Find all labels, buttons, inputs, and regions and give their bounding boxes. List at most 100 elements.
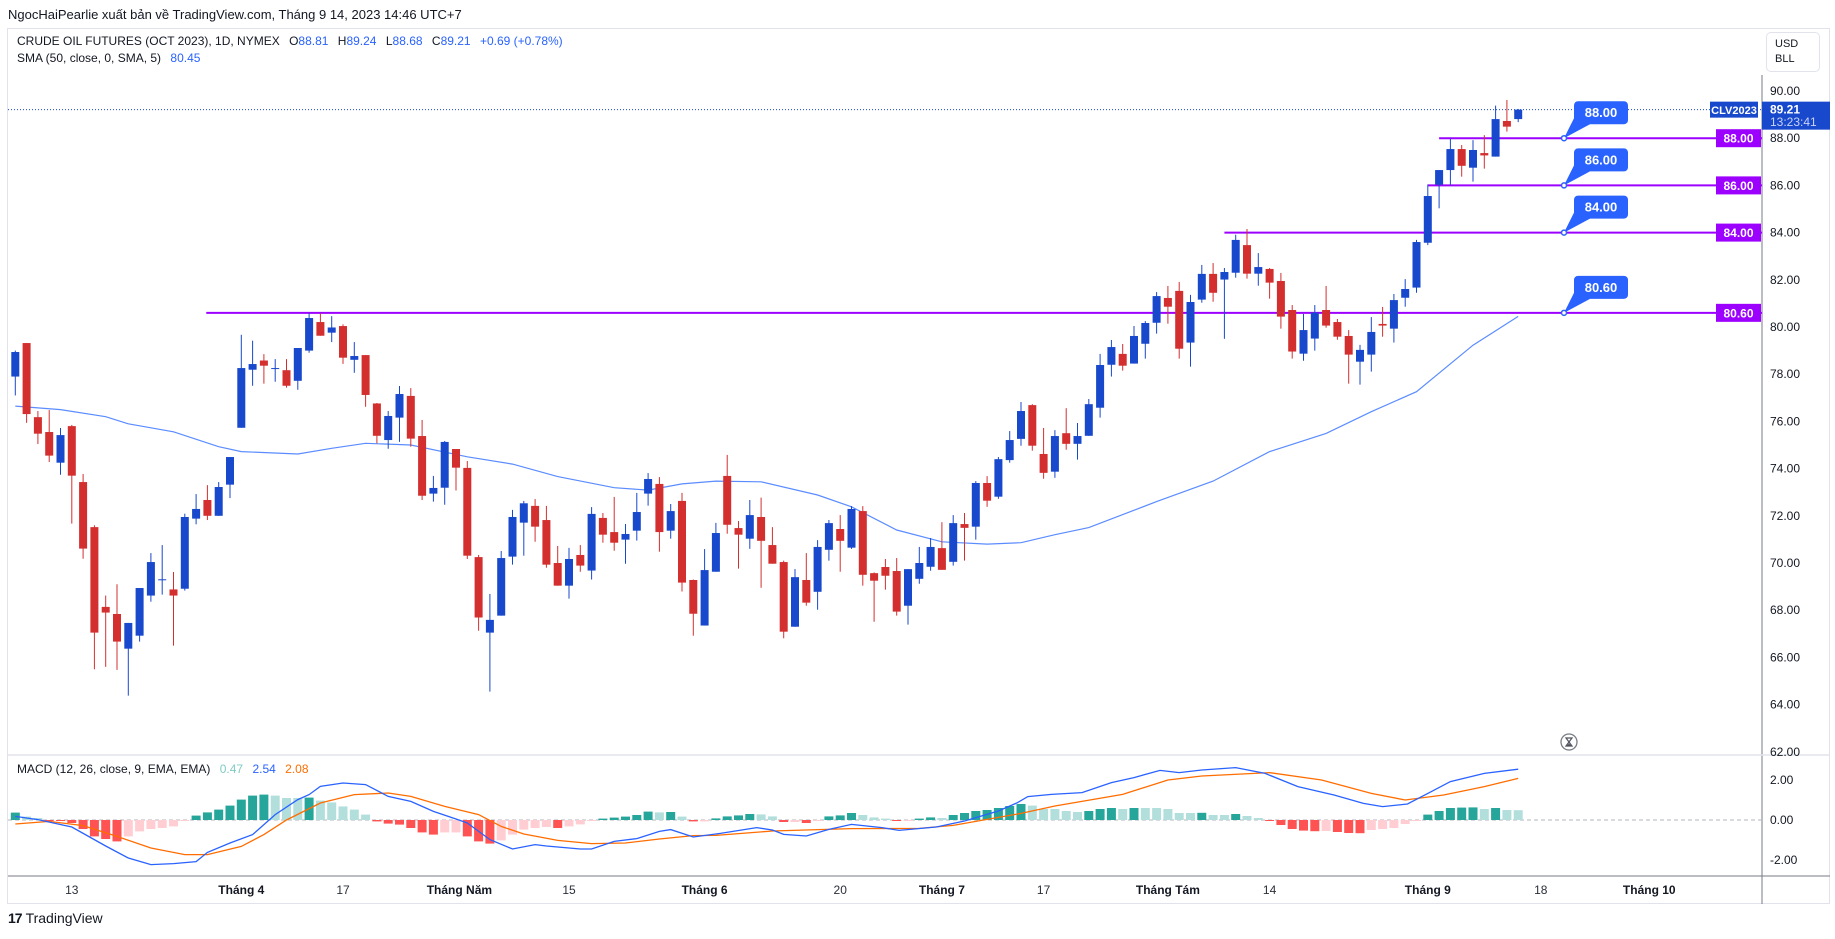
candle-down[interactable]: [960, 512, 969, 561]
candle-up[interactable]: [1141, 321, 1150, 359]
candle-down[interactable]: [892, 558, 901, 616]
candle-down[interactable]: [983, 476, 992, 507]
candle-down[interactable]: [1163, 285, 1172, 324]
candle-down[interactable]: [101, 595, 110, 667]
candle-down[interactable]: [531, 499, 540, 542]
price-callout[interactable]: 80.60: [1560, 275, 1629, 317]
candle-down[interactable]: [836, 515, 845, 572]
candle-up[interactable]: [226, 457, 234, 499]
candle-down[interactable]: [655, 477, 664, 552]
candle-down[interactable]: [90, 525, 99, 670]
candle-down[interactable]: [1480, 135, 1489, 169]
candle-down[interactable]: [858, 506, 867, 586]
candle-up[interactable]: [847, 506, 856, 549]
candle-up[interactable]: [1084, 398, 1093, 436]
candle-down[interactable]: [67, 424, 76, 524]
candle-up[interactable]: [1412, 239, 1421, 293]
candle-up[interactable]: [11, 350, 20, 396]
candle-up[interactable]: [497, 550, 506, 616]
candle-down[interactable]: [678, 492, 686, 592]
symbol-title[interactable]: CRUDE OIL FUTURES (OCT 2023), 1D, NYMEX: [17, 34, 280, 48]
candle-up[interactable]: [214, 482, 223, 516]
symbol-legend[interactable]: CRUDE OIL FUTURES (OCT 2023), 1D, NYMEX …: [17, 34, 563, 48]
candle-up[interactable]: [1367, 317, 1376, 372]
candle-down[interactable]: [361, 355, 370, 407]
candle-up[interactable]: [1469, 140, 1477, 182]
candle-up[interactable]: [350, 342, 359, 373]
candle-down[interactable]: [779, 560, 788, 639]
candle-down[interactable]: [1175, 281, 1184, 359]
candle-up[interactable]: [971, 481, 980, 540]
candle-down[interactable]: [1039, 428, 1048, 479]
candle-up[interactable]: [587, 507, 596, 580]
candle-up[interactable]: [745, 499, 754, 549]
candle-down[interactable]: [372, 402, 381, 444]
candle-up[interactable]: [1446, 138, 1455, 185]
callout-anchor-dot[interactable]: [1560, 309, 1568, 317]
candle-up[interactable]: [1356, 344, 1364, 385]
candle-down[interactable]: [689, 579, 698, 636]
candle-up[interactable]: [1005, 431, 1014, 463]
price-callout[interactable]: 86.00: [1560, 148, 1629, 189]
candle-up[interactable]: [565, 547, 573, 599]
candle-up[interactable]: [192, 494, 201, 525]
candle-down[interactable]: [1276, 272, 1285, 329]
candle-up[interactable]: [271, 359, 280, 382]
candle-up[interactable]: [248, 340, 257, 386]
candle-down[interactable]: [1062, 408, 1071, 450]
candle-up[interactable]: [1050, 430, 1059, 478]
sma-legend[interactable]: SMA (50, close, 0, SMA, 5) 80.45: [17, 51, 200, 65]
candle-up[interactable]: [1401, 279, 1410, 307]
candle-up[interactable]: [1107, 339, 1116, 377]
macd-label[interactable]: MACD (12, 26, close, 9, EMA, EMA): [17, 762, 211, 776]
candle-up[interactable]: [632, 492, 641, 541]
candle-down[interactable]: [452, 449, 460, 491]
candle-up[interactable]: [293, 348, 302, 390]
candle-down[interactable]: [937, 522, 946, 570]
candle-up[interactable]: [1186, 294, 1195, 367]
candle-down[interactable]: [418, 419, 427, 500]
candle-up[interactable]: [1231, 234, 1240, 278]
candle-down[interactable]: [1344, 330, 1353, 384]
candle-up[interactable]: [485, 593, 494, 692]
sma-label[interactable]: SMA (50, close, 0, SMA, 5): [17, 51, 162, 65]
macd-pane[interactable]: [10, 766, 1523, 866]
candle-up[interactable]: [994, 457, 1003, 499]
candle-down[interactable]: [1378, 306, 1387, 337]
callout-anchor-dot[interactable]: [1560, 229, 1568, 236]
candle-down[interactable]: [169, 571, 178, 646]
candle-down[interactable]: [203, 485, 212, 521]
candle-up[interactable]: [621, 524, 630, 564]
candle-up[interactable]: [1152, 292, 1161, 334]
candle-up[interactable]: [1220, 268, 1229, 339]
candle-down[interactable]: [339, 324, 347, 364]
price-callout[interactable]: 84.00: [1560, 195, 1629, 236]
candle-down[interactable]: [576, 545, 585, 572]
candle-up[interactable]: [508, 509, 517, 565]
candle-down[interactable]: [1333, 318, 1342, 340]
candle-down[interactable]: [1028, 404, 1037, 451]
callout-anchor-dot[interactable]: [1560, 134, 1568, 142]
time-axis[interactable]: 13 Tháng 4 17 Tháng Năm 15 Tháng 6 20 Tháng 7 17…: [65, 883, 1676, 897]
candle-up[interactable]: [1310, 305, 1319, 351]
candle-up[interactable]: [519, 500, 528, 556]
candle-down[interactable]: [463, 461, 472, 559]
candle-down[interactable]: [1265, 268, 1274, 299]
candle-up[interactable]: [327, 316, 336, 343]
sma-line[interactable]: [15, 315, 1519, 545]
candle-down[interactable]: [610, 496, 619, 551]
candle-down[interactable]: [33, 411, 42, 445]
candle-up[interactable]: [1491, 105, 1500, 157]
hourglass-icon[interactable]: [1560, 733, 1578, 751]
candle-up[interactable]: [1389, 293, 1398, 343]
candle-up[interactable]: [904, 569, 912, 625]
candle-up[interactable]: [915, 546, 924, 584]
candle-up[interactable]: [158, 545, 167, 595]
candle-up[interactable]: [440, 440, 449, 505]
macd-legend[interactable]: MACD (12, 26, close, 9, EMA, EMA) 0.47 2…: [17, 762, 309, 776]
candle-up[interactable]: [949, 515, 958, 566]
candle-down[interactable]: [1209, 263, 1218, 302]
candle-down[interactable]: [768, 527, 777, 564]
price-callout[interactable]: 88.00: [1560, 101, 1629, 142]
